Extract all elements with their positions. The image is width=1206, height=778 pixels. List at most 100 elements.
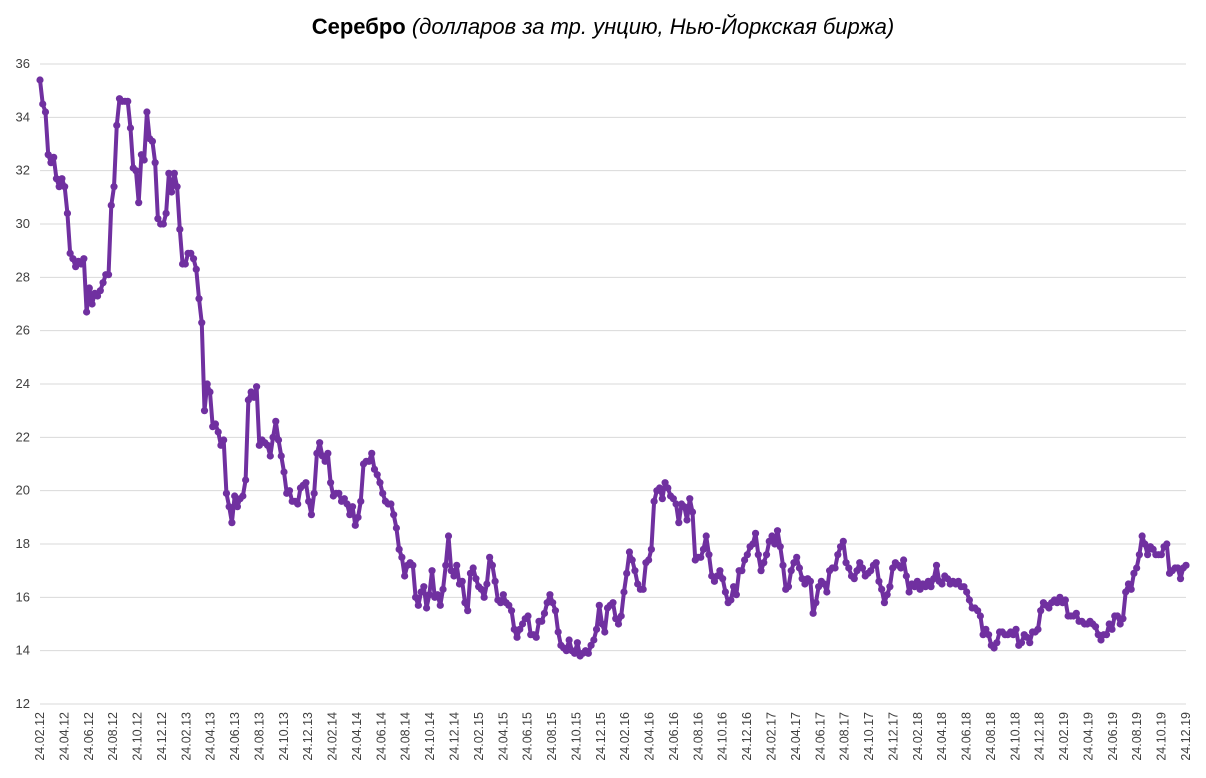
x-tick-label: 24.04.14 (350, 712, 364, 761)
data-point (99, 279, 107, 287)
x-tick-label: 24.02.13 (179, 712, 193, 761)
x-tick-label: 24.08.12 (106, 712, 120, 761)
data-point (680, 503, 688, 511)
data-point (571, 649, 579, 657)
data-point (220, 436, 228, 444)
x-tick-label: 24.02.12 (33, 712, 47, 761)
data-point (181, 260, 189, 268)
data-point (1061, 596, 1069, 604)
data-point (436, 601, 444, 609)
data-point (1037, 607, 1045, 615)
data-point (58, 175, 66, 183)
data-point (721, 588, 730, 596)
data-point (664, 484, 672, 492)
data-point (88, 300, 96, 308)
data-point (83, 308, 91, 316)
x-tick-label: 24.06.13 (228, 712, 242, 761)
data-point (979, 631, 987, 639)
x-tick-label: 24.04.16 (643, 712, 657, 761)
data-point (554, 628, 562, 636)
data-point (1182, 561, 1190, 569)
data-point (760, 559, 768, 567)
data-point (1157, 551, 1165, 559)
data-point (305, 497, 313, 505)
data-point (126, 124, 135, 132)
data-point (697, 553, 705, 561)
data-point (170, 169, 178, 177)
data-point (61, 183, 69, 191)
data-point (1119, 615, 1127, 623)
chart-title-sub: (долларов за тр. унцию, Нью-Йоркская бир… (411, 14, 895, 39)
data-point (398, 553, 406, 561)
data-point (195, 295, 203, 303)
data-point (779, 561, 787, 569)
x-tick-label: 24.10.18 (1008, 712, 1022, 761)
data-point (346, 511, 354, 519)
data-point (302, 479, 310, 487)
data-point (921, 583, 930, 591)
y-tick-label: 36 (16, 56, 30, 71)
x-tick-label: 24.10.13 (277, 712, 291, 761)
data-point (294, 500, 302, 508)
data-point (565, 636, 573, 644)
data-point (280, 468, 288, 476)
data-point (505, 601, 513, 609)
data-point (104, 271, 113, 279)
data-point (285, 487, 294, 495)
data-point (590, 636, 598, 644)
data-point (274, 436, 283, 444)
data-point (943, 575, 952, 583)
data-point (688, 508, 697, 516)
data-point (985, 631, 993, 639)
chart-title: Серебро (долларов за тр. унцию, Нью-Йорк… (0, 14, 1206, 40)
x-tick-label: 24.04.19 (1081, 712, 1095, 761)
data-point (225, 503, 233, 511)
x-tick-label: 24.02.18 (911, 712, 925, 761)
gridlines (40, 63, 1186, 705)
x-tick-label: 24.10.15 (569, 712, 583, 761)
data-point (110, 183, 118, 191)
x-tick-label: 24.06.19 (1106, 712, 1120, 761)
x-tick-label: 24.08.17 (838, 712, 852, 761)
data-point (1149, 545, 1157, 553)
data-point (348, 503, 357, 511)
data-point (647, 545, 655, 553)
data-point (228, 519, 236, 527)
data-point (417, 588, 425, 596)
data-point (669, 495, 677, 503)
x-tick-label: 24.12.12 (155, 712, 169, 761)
x-tick-label: 24.06.18 (960, 712, 974, 761)
data-point (159, 220, 167, 228)
data-point (217, 441, 225, 449)
data-point (165, 169, 173, 177)
data-point (464, 607, 472, 615)
data-point (628, 556, 636, 564)
y-tick-label: 16 (16, 589, 30, 604)
data-point (513, 633, 521, 641)
x-tick-label: 24.02.19 (1057, 712, 1071, 761)
data-point (836, 543, 845, 551)
x-tick-label: 24.10.14 (423, 712, 437, 761)
data-point (151, 159, 159, 167)
data-point (820, 580, 828, 588)
x-tick-label: 24.08.19 (1130, 712, 1144, 761)
data-point (480, 593, 488, 601)
data-point (897, 564, 905, 572)
data-point (850, 575, 858, 583)
data-point (469, 564, 477, 572)
data-point (1127, 585, 1135, 593)
data-point (379, 489, 387, 497)
data-point (598, 620, 606, 628)
data-point (340, 495, 348, 503)
x-tick-label: 24.08.18 (984, 712, 998, 761)
y-tick-label: 26 (16, 323, 30, 338)
data-point (741, 556, 749, 564)
data-point (963, 588, 971, 596)
data-point (231, 492, 239, 500)
data-point (351, 521, 359, 529)
chart-title-main: Серебро (311, 14, 406, 39)
data-point (790, 559, 798, 567)
x-tick-label: 24.12.18 (1033, 712, 1047, 761)
data-point (1176, 575, 1185, 583)
data-point (192, 265, 200, 273)
